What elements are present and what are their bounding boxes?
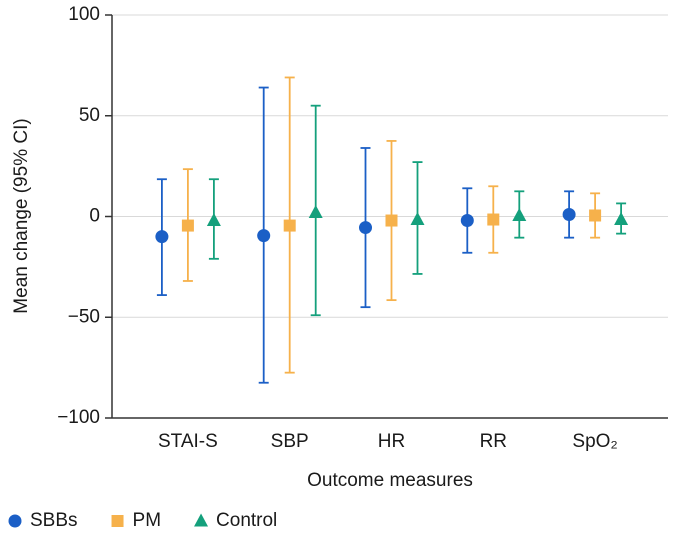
- y-tick-label: 0: [89, 206, 100, 227]
- y-tick-label: 100: [68, 4, 100, 25]
- mean-marker: [181, 219, 194, 232]
- mean-marker: [614, 212, 629, 226]
- mean-marker: [155, 230, 169, 244]
- mean-marker: [562, 207, 576, 221]
- mean-marker: [206, 213, 221, 227]
- legend-marker: [194, 513, 209, 527]
- legend-marker: [8, 514, 22, 528]
- y-tick-label: −100: [57, 407, 100, 428]
- legend-marker: [111, 515, 124, 527]
- y-tick-label: 50: [79, 105, 100, 126]
- mean-marker: [283, 219, 296, 232]
- mean-marker: [385, 214, 398, 227]
- legend-label: Control: [216, 510, 277, 531]
- x-tick-label: SpO₂: [572, 431, 617, 452]
- y-axis-title: Mean change (95% CI): [11, 118, 32, 313]
- x-tick-label: SBP: [271, 431, 309, 452]
- x-axis-title: Outcome measures: [307, 470, 473, 491]
- x-tick-label: RR: [480, 431, 507, 452]
- mean-marker: [257, 229, 271, 243]
- mean-marker: [410, 212, 425, 226]
- mean-marker: [308, 204, 323, 218]
- x-tick-label: STAI-S: [158, 431, 218, 452]
- y-tick-label: −50: [68, 306, 100, 327]
- mean-marker: [359, 221, 372, 235]
- legend-label: SBBs: [30, 510, 78, 531]
- legend-label: PM: [133, 510, 162, 531]
- mean-marker: [589, 209, 602, 222]
- mean-marker: [487, 213, 500, 226]
- mean-marker: [460, 214, 474, 228]
- x-tick-label: HR: [378, 431, 405, 452]
- mean-marker: [512, 207, 527, 221]
